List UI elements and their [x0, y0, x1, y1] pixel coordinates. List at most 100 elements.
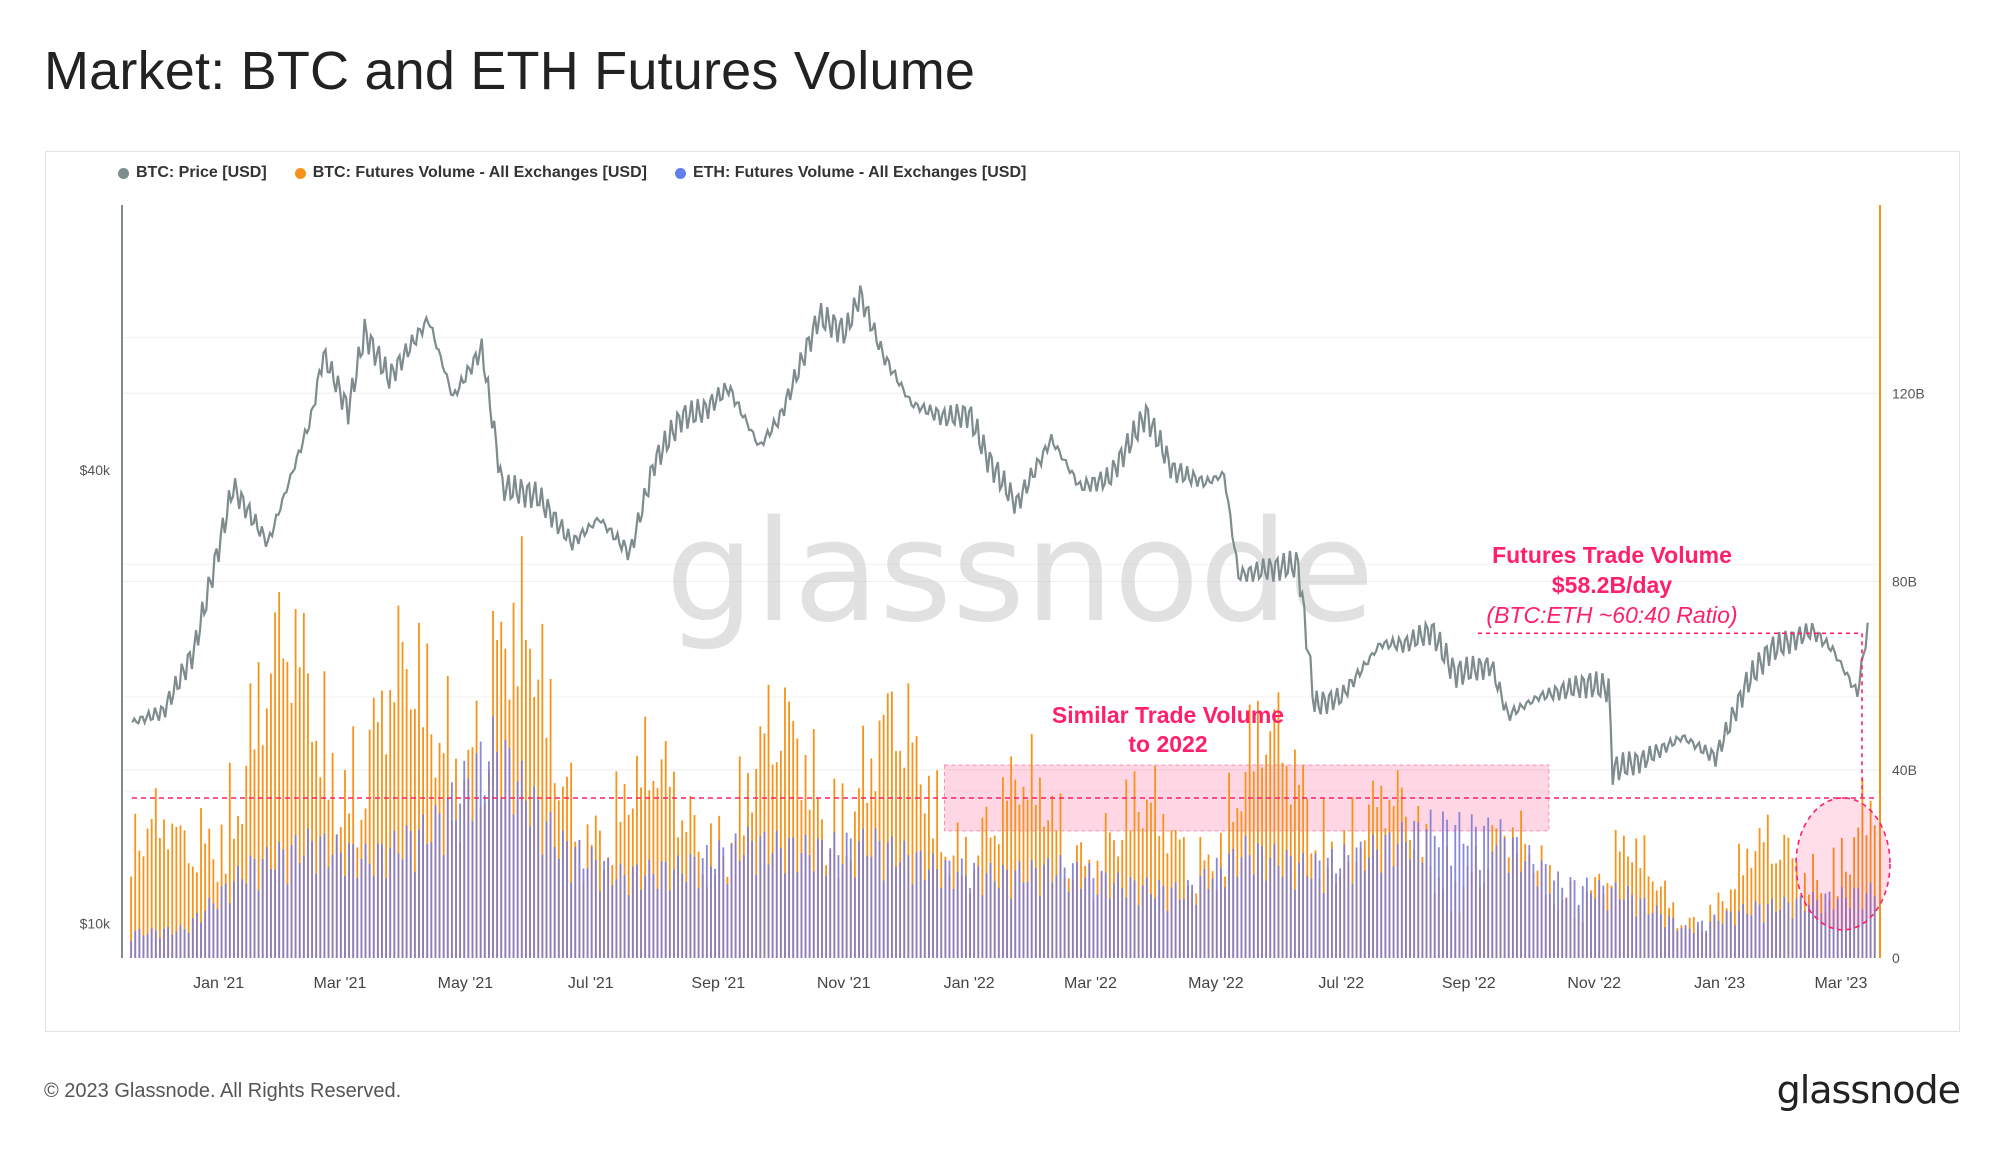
eth-volume-bar: [681, 873, 684, 958]
eth-volume-bar: [525, 800, 527, 958]
btc-volume-bar: [915, 736, 918, 958]
eth-volume-bar: [586, 868, 589, 958]
btc-volume-bar: [1178, 839, 1181, 958]
eth-volume-bar: [1187, 880, 1189, 958]
eth-volume-bar: [866, 855, 869, 958]
eth-volume-bar: [664, 861, 667, 958]
eth-volume-bar: [241, 879, 244, 958]
btc-volume-bar: [253, 749, 256, 958]
eth-volume-bar: [196, 913, 198, 958]
eth-volume-bar: [1573, 880, 1576, 958]
btc-volume-bar: [755, 768, 758, 958]
eth-volume-bar: [1717, 920, 1720, 958]
eth-volume-bar: [315, 874, 318, 958]
eth-volume-bar: [1026, 881, 1029, 958]
btc-volume-bar: [660, 759, 663, 958]
eth-volume-bar: [1125, 897, 1128, 958]
eth-volume-bar: [570, 882, 573, 958]
btc-volume-bar: [1166, 853, 1169, 958]
legend-item-btc-futures[interactable]: BTC: Futures Volume - All Exchanges [USD…: [294, 164, 647, 182]
eth-volume-bar: [1684, 925, 1687, 958]
eth-volume-bar: [1080, 888, 1082, 958]
eth-volume-bar: [253, 859, 256, 958]
eth-volume-bar: [718, 840, 721, 958]
eth-volume-bar: [1865, 892, 1868, 958]
eth-volume-bar: [233, 881, 235, 958]
eth-volume-bar: [183, 929, 186, 958]
eth-volume-bar: [1417, 822, 1420, 958]
eth-volume-bar: [1043, 864, 1045, 958]
eth-volume-bar: [1590, 893, 1592, 958]
legend-item-eth-futures[interactable]: ETH: Futures Volume - All Exchanges [USD…: [674, 164, 1026, 182]
eth-volume-bar: [1363, 870, 1366, 958]
eth-volume-bar: [1224, 887, 1226, 958]
btc-volume-bar: [323, 671, 326, 958]
eth-volume-bar: [1791, 918, 1794, 958]
eth-volume-bar: [467, 778, 470, 958]
eth-volume-bar: [1248, 855, 1251, 958]
eth-volume-bar: [1664, 927, 1666, 958]
eth-volume-bar: [1055, 875, 1058, 958]
btc-volume-bar: [1133, 771, 1136, 958]
eth-volume-bar: [1421, 862, 1424, 958]
btc-volume-bar: [1182, 837, 1185, 958]
eth-volume-bar: [965, 875, 967, 958]
btc-volume-bar: [1873, 825, 1876, 958]
eth-volume-bar: [619, 864, 622, 958]
legend-dot-eth-futures: [674, 167, 686, 179]
eth-volume-bar: [944, 860, 947, 958]
eth-volume-bar: [438, 813, 441, 958]
eth-volume-bar: [352, 844, 355, 958]
eth-volume-bar: [742, 855, 745, 958]
eth-volume-bar: [1034, 868, 1037, 958]
btc-volume-bar: [512, 602, 515, 958]
eth-volume-bar: [1059, 855, 1062, 958]
eth-volume-bar: [1544, 864, 1547, 958]
eth-volume-bar: [1680, 928, 1683, 958]
btc-volume-bar: [261, 745, 264, 958]
eth-volume-bar: [130, 940, 133, 958]
eth-volume-bar: [294, 835, 297, 958]
eth-volume-bar: [286, 884, 289, 958]
eth-volume-bar: [858, 841, 860, 958]
eth-volume-bar: [1631, 895, 1634, 958]
btc-price-path: [131, 285, 1869, 785]
eth-volume-bar: [1758, 904, 1761, 958]
eth-volume-bar: [1228, 853, 1231, 958]
btc-volume-bar: [1248, 704, 1251, 958]
eth-volume-bar: [1561, 887, 1564, 958]
btc-volume-bar: [1108, 832, 1111, 958]
eth-volume-bar: [1261, 846, 1263, 958]
btc-volume-bar: [1734, 889, 1736, 958]
x-tick-label: Jan '22: [944, 975, 995, 992]
eth-volume-bar: [1166, 910, 1169, 958]
eth-volume-bar: [1137, 905, 1140, 958]
eth-volume-bar: [956, 872, 959, 958]
eth-volume-bar: [899, 862, 902, 958]
eth-volume-bar: [385, 878, 387, 958]
btc-volume-bar: [208, 828, 211, 958]
btc-volume-bar: [570, 762, 573, 958]
eth-volume-bar: [1368, 857, 1370, 958]
btc-volume-bar: [668, 786, 671, 958]
eth-volume-bar: [1511, 837, 1514, 958]
eth-volume-bar: [566, 841, 568, 958]
eth-volume-bar: [1396, 843, 1399, 958]
btc-volume-bar: [150, 819, 153, 958]
eth-volume-bar: [1018, 861, 1021, 958]
legend-item-btc-price[interactable]: BTC: Price [USD]: [118, 164, 267, 182]
eth-volume-bar: [389, 847, 392, 958]
btc-volume-bar: [1635, 838, 1638, 958]
eth-volume-bar: [1651, 913, 1654, 958]
btc-volume-bar: [1273, 709, 1276, 958]
eth-volume-bar: [376, 843, 379, 958]
eth-volume-bar: [529, 826, 531, 958]
eth-volume-bar: [796, 871, 799, 958]
eth-volume-bar: [853, 877, 856, 958]
eth-volume-bar: [1516, 837, 1518, 958]
eth-volume-bar: [1154, 898, 1156, 958]
page-title: Market: BTC and ETH Futures Volume: [44, 41, 976, 101]
eth-volume-bar: [1076, 862, 1078, 958]
eth-volume-bar: [1553, 880, 1555, 958]
eth-volume-bar: [808, 855, 811, 958]
